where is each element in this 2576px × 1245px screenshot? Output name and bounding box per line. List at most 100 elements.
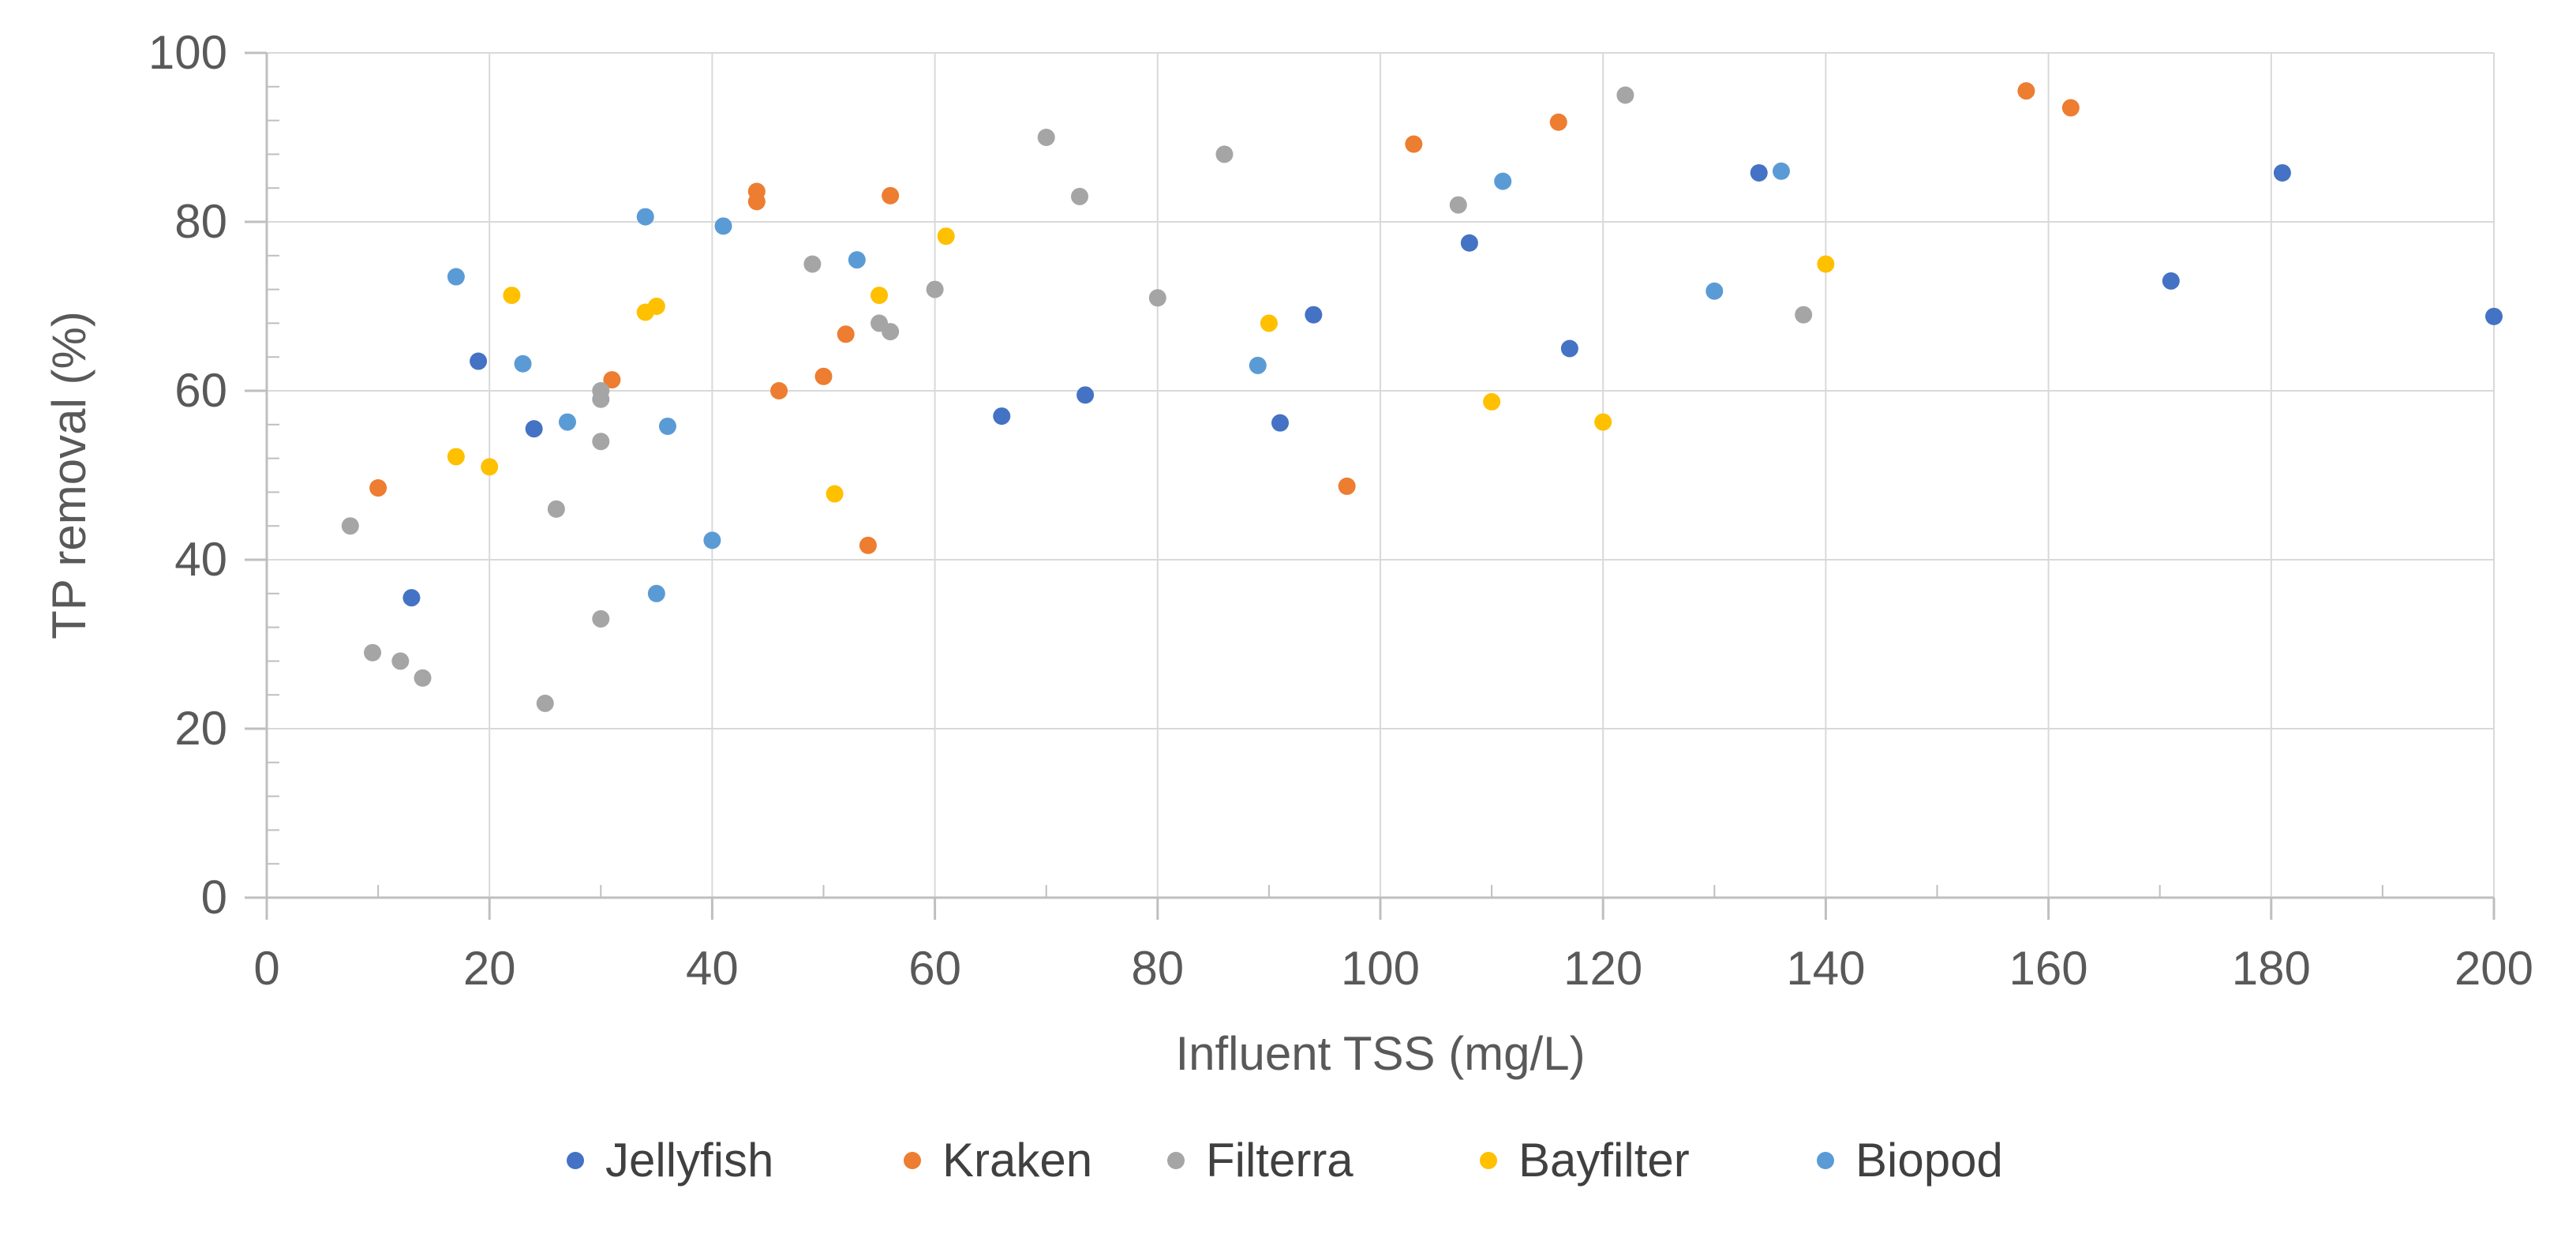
point-bayfilter (1260, 314, 1278, 332)
point-bayfilter (647, 298, 665, 315)
point-filterra (592, 609, 610, 628)
point-kraken (837, 325, 855, 343)
point-filterra (1148, 289, 1166, 307)
point-bayfilter (871, 287, 889, 305)
point-filterra (882, 323, 900, 341)
point-filterra (341, 517, 359, 535)
y-tick-label: 60 (174, 364, 227, 417)
y-tick-label: 20 (174, 702, 227, 755)
point-kraken (1405, 135, 1423, 153)
data-points (341, 82, 2503, 712)
point-kraken (1338, 477, 1356, 495)
point-filterra (364, 643, 382, 662)
point-biopod (514, 354, 532, 373)
point-bayfilter (1817, 255, 1835, 273)
legend-label-filterra: Filterra (1206, 1134, 1354, 1187)
point-jellyfish (1750, 163, 1768, 182)
x-tick-label: 80 (1131, 942, 1184, 995)
point-jellyfish (1305, 306, 1323, 324)
y-tick-label: 40 (174, 533, 227, 586)
y-axis-title: TP removal (%) (43, 311, 95, 639)
legend-label-bayfilter: Bayfilter (1518, 1134, 1690, 1187)
gridlines (267, 52, 2495, 898)
point-kraken (603, 371, 621, 389)
point-bayfilter (447, 448, 465, 466)
legend: Jellyfish Kraken Filterra Bayfilter Biopod (567, 1134, 2003, 1187)
y-tick-label: 0 (201, 871, 227, 924)
point-filterra (1037, 129, 1055, 146)
point-bayfilter (481, 458, 499, 476)
point-filterra (1449, 196, 1467, 214)
axes: 0 20 40 60 80 100 0 20 40 60 80 100 120 140 160 180 200 (148, 26, 2533, 995)
point-kraken (747, 193, 766, 211)
point-jellyfish (2485, 307, 2503, 325)
point-jellyfish (525, 420, 543, 438)
point-biopod (558, 413, 576, 431)
point-jellyfish (2273, 163, 2291, 182)
point-biopod (1772, 162, 1790, 180)
legend-marker-biopod (1817, 1152, 1834, 1169)
point-filterra (547, 500, 565, 518)
point-jellyfish (1560, 339, 1578, 358)
point-bayfilter (937, 227, 955, 246)
point-bayfilter (826, 485, 844, 503)
point-kraken (2061, 99, 2080, 117)
x-tick-label: 60 (908, 942, 961, 995)
point-filterra (926, 280, 944, 298)
point-kraken (369, 479, 388, 497)
legend-marker-filterra (1167, 1152, 1185, 1169)
point-bayfilter (1594, 413, 1612, 431)
point-bayfilter (503, 287, 521, 305)
point-kraken (1549, 113, 1567, 131)
point-biopod (647, 584, 665, 602)
point-jellyfish (402, 589, 421, 607)
x-tick-label: 100 (1341, 942, 1420, 995)
y-tick-label: 80 (174, 195, 227, 248)
x-tick-label: 0 (253, 942, 279, 995)
x-tick-label: 140 (1786, 942, 1865, 995)
legend-marker-kraken (904, 1152, 921, 1169)
point-jellyfish (993, 407, 1011, 426)
point-bayfilter (1483, 392, 1501, 411)
point-jellyfish (1271, 414, 1290, 432)
legend-label-biopod: Biopod (1855, 1134, 2003, 1187)
point-biopod (848, 251, 866, 269)
point-filterra (414, 669, 432, 687)
point-kraken (882, 186, 900, 204)
legend-label-kraken: Kraken (942, 1134, 1092, 1187)
point-filterra (803, 255, 822, 273)
legend-label-jellyfish: Jellyfish (605, 1134, 773, 1187)
x-axis-title: Influent TSS (mg/L) (1175, 1027, 1585, 1080)
point-filterra (1071, 187, 1089, 205)
point-kraken (859, 536, 877, 554)
x-tick-label: 200 (2454, 942, 2533, 995)
x-tick-label: 20 (463, 942, 516, 995)
point-filterra (1215, 145, 1234, 163)
point-biopod (658, 417, 676, 435)
point-kraken (770, 382, 788, 399)
legend-marker-bayfilter (1480, 1152, 1497, 1169)
point-biopod (447, 268, 465, 286)
point-filterra (536, 694, 554, 712)
point-filterra (592, 433, 610, 451)
point-filterra (391, 652, 410, 670)
point-biopod (1705, 282, 1724, 300)
point-biopod (714, 217, 732, 235)
y-tick-label: 100 (148, 26, 227, 79)
x-tick-label: 40 (686, 942, 739, 995)
point-biopod (636, 208, 654, 226)
point-filterra (1795, 306, 1813, 324)
point-filterra (592, 390, 610, 408)
legend-marker-jellyfish (567, 1152, 584, 1169)
point-jellyfish (2162, 272, 2180, 290)
x-tick-label: 160 (2009, 942, 2088, 995)
point-kraken (2017, 82, 2035, 100)
point-jellyfish (1076, 386, 1095, 404)
point-biopod (703, 531, 721, 549)
x-tick-label: 180 (2232, 942, 2311, 995)
point-jellyfish (1460, 234, 1478, 252)
point-biopod (1249, 356, 1267, 374)
point-kraken (814, 367, 833, 385)
